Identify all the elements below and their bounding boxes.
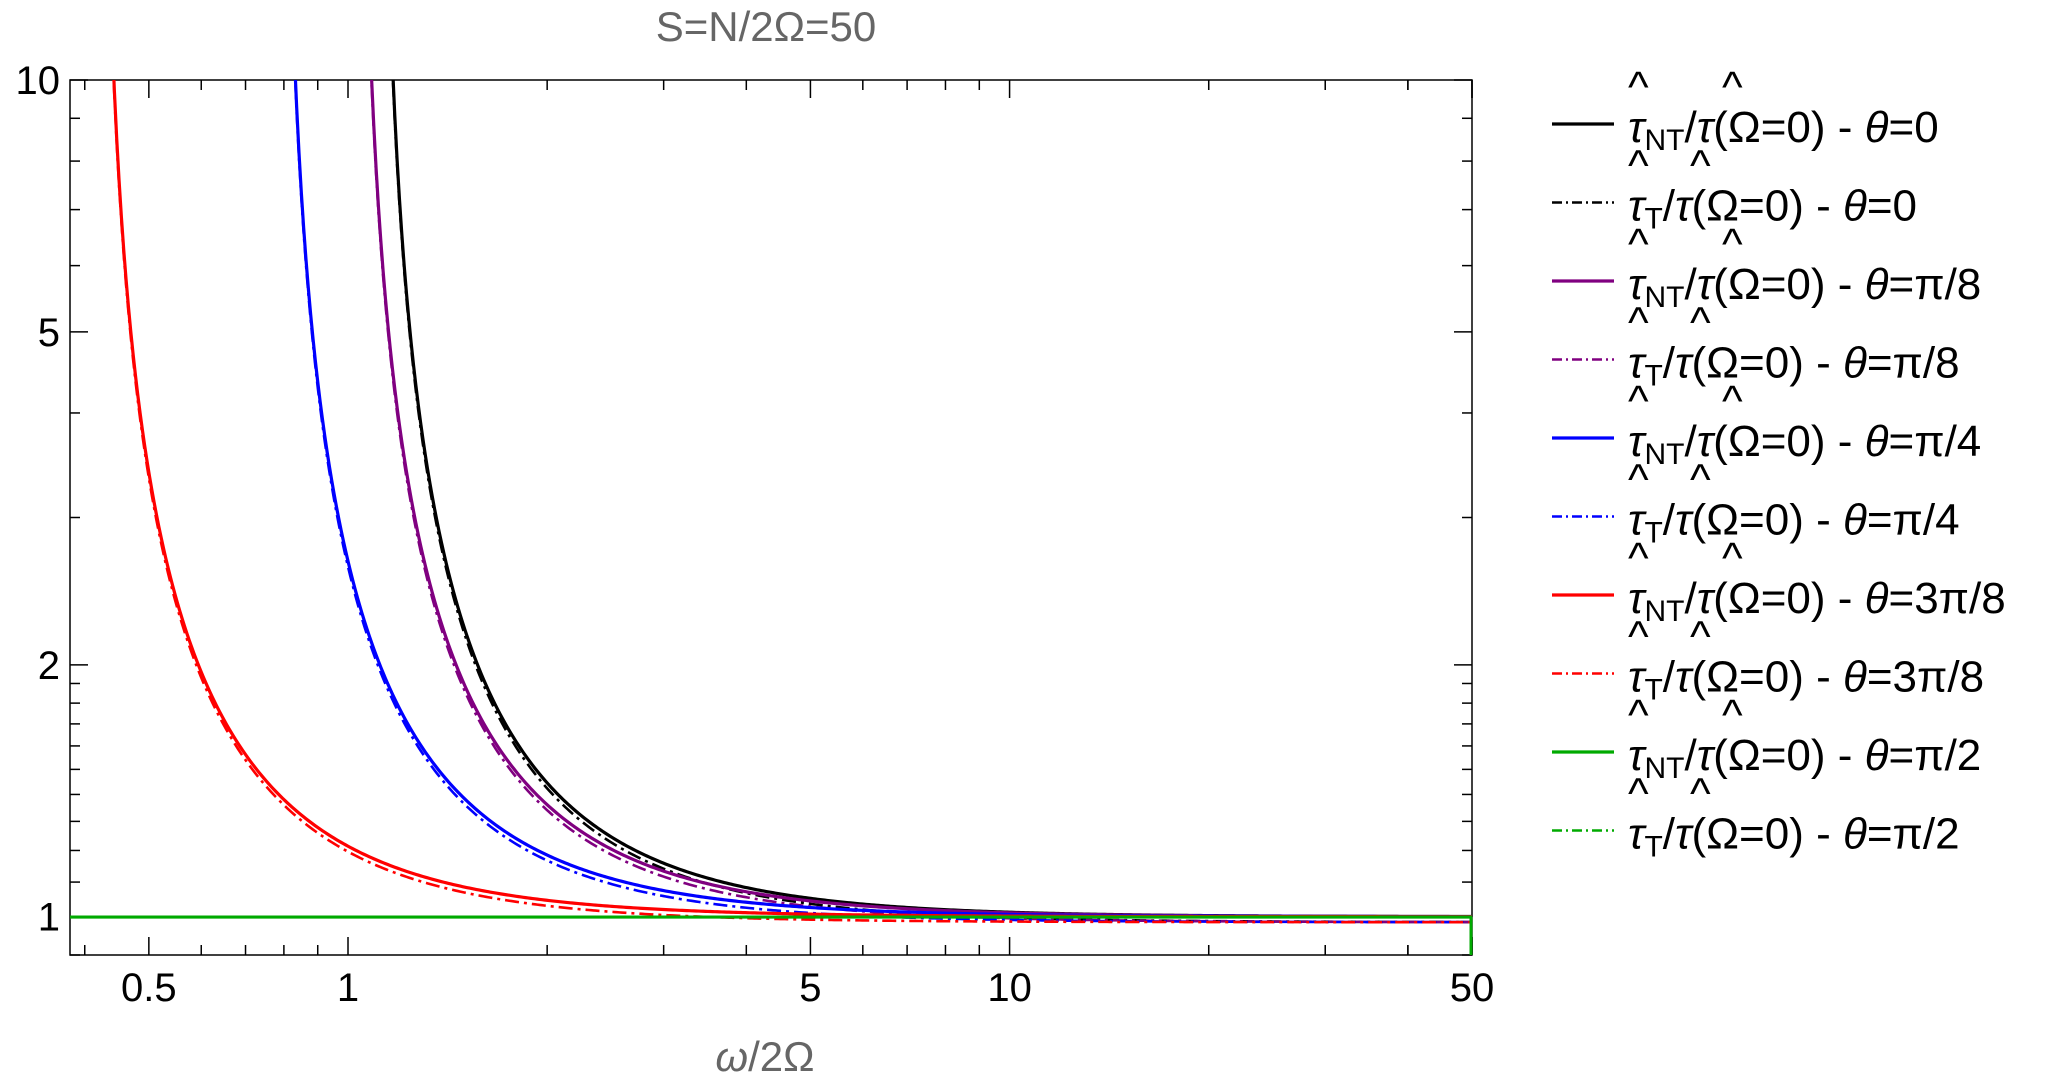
legend-label: τNT/τ(Ω=0) - θ=π/2 xyxy=(1628,731,1981,785)
legend-label: τNT/τ(Ω=0) - θ=π/8 xyxy=(1628,260,1981,314)
legend-hat: ^ xyxy=(1628,456,1649,505)
legend-hat: ^ xyxy=(1628,220,1649,269)
chart-title: S=N/2Ω=50 xyxy=(656,3,877,50)
legend-hat: ^ xyxy=(1722,691,1743,740)
legend-item: ^ ^τT/τ(Ω=0) - θ=π/8 xyxy=(1552,299,1960,393)
legend-label: τT/τ(Ω=0) - θ=π/8 xyxy=(1628,339,1960,393)
legend-label: τT/τ(Ω=0) - θ=π/4 xyxy=(1628,496,1960,550)
legend-item: ^ ^τNT/τ(Ω=0) - θ=3π/8 xyxy=(1552,534,2006,628)
legend-hat: ^ xyxy=(1690,770,1711,819)
legend-label: τT/τ(Ω=0) - θ=0 xyxy=(1628,182,1917,236)
legend-item: ^ ^τT/τ(Ω=0) - θ=0 xyxy=(1552,142,1917,236)
x-tick-label: 0.5 xyxy=(121,966,177,1010)
legend-hat: ^ xyxy=(1628,691,1649,740)
series-line-4 xyxy=(370,80,1472,924)
legend: ^ ^τNT/τ(Ω=0) - θ=0^ ^τT/τ(Ω=0) - θ=0^ ^τNT… xyxy=(1552,63,2006,864)
tick-labels: 0.5 1 5 10 50 1 2 5 10 xyxy=(16,59,1495,1010)
y-tick-label: 2 xyxy=(38,644,60,688)
legend-hat: ^ xyxy=(1690,456,1711,505)
legend-label: τT/τ(Ω=0) - θ=3π/8 xyxy=(1628,653,1984,707)
legend-hat: ^ xyxy=(1628,142,1649,191)
y-tick-label: 1 xyxy=(38,896,60,940)
series-line-2 xyxy=(391,80,1472,924)
series-line-8 xyxy=(112,80,1472,924)
series-line-3 xyxy=(370,80,1472,919)
legend-item: ^ ^τT/τ(Ω=0) - θ=3π/8 xyxy=(1552,613,1984,707)
legend-hat: ^ xyxy=(1628,613,1649,662)
legend-hat: ^ xyxy=(1628,534,1649,583)
legend-item: ^ ^τT/τ(Ω=0) - θ=π/2 xyxy=(1552,770,1960,864)
legend-hat: ^ xyxy=(1722,63,1743,112)
legend-label: τNT/τ(Ω=0) - θ=π/4 xyxy=(1628,417,1981,471)
legend-item: ^ ^τNT/τ(Ω=0) - θ=π/2 xyxy=(1552,691,1981,785)
legend-item: ^ ^τNT/τ(Ω=0) - θ=π/8 xyxy=(1552,220,1981,314)
legend-hat: ^ xyxy=(1722,377,1743,426)
legend-item: ^ ^τT/τ(Ω=0) - θ=π/4 xyxy=(1552,456,1960,550)
legend-hat: ^ xyxy=(1628,377,1649,426)
x-tick-label: 50 xyxy=(1450,966,1495,1010)
y-tick-label: 10 xyxy=(16,59,61,103)
y-tick-label: 5 xyxy=(38,311,60,355)
legend-item: ^ ^τNT/τ(Ω=0) - θ=0 xyxy=(1552,63,1939,157)
legend-hat: ^ xyxy=(1722,534,1743,583)
legend-hat: ^ xyxy=(1690,613,1711,662)
series-line-5 xyxy=(293,80,1472,919)
plot-frame xyxy=(69,79,1473,956)
legend-hat: ^ xyxy=(1690,299,1711,348)
legend-label: τT/τ(Ω=0) - θ=π/2 xyxy=(1628,810,1960,864)
legend-label: τNT/τ(Ω=0) - θ=0 xyxy=(1628,103,1939,157)
series-line-7 xyxy=(112,80,1472,919)
legend-hat: ^ xyxy=(1722,220,1743,269)
x-tick-label: 1 xyxy=(337,966,359,1010)
legend-hat: ^ xyxy=(1628,770,1649,819)
x-axis-label: ω/2Ω xyxy=(715,1033,814,1080)
legend-hat: ^ xyxy=(1628,63,1649,112)
legend-item: ^ ^τNT/τ(Ω=0) - θ=π/4 xyxy=(1552,377,1981,471)
x-tick-label: 5 xyxy=(799,966,821,1010)
legend-hat: ^ xyxy=(1690,142,1711,191)
x-tick-label: 10 xyxy=(987,966,1032,1010)
axis-ticks xyxy=(70,79,1473,956)
series-line-6 xyxy=(293,80,1472,924)
series-line-1 xyxy=(391,80,1472,919)
series-lines xyxy=(70,80,1473,955)
legend-label: τNT/τ(Ω=0) - θ=3π/8 xyxy=(1628,574,2006,628)
legend-hat: ^ xyxy=(1628,299,1649,348)
